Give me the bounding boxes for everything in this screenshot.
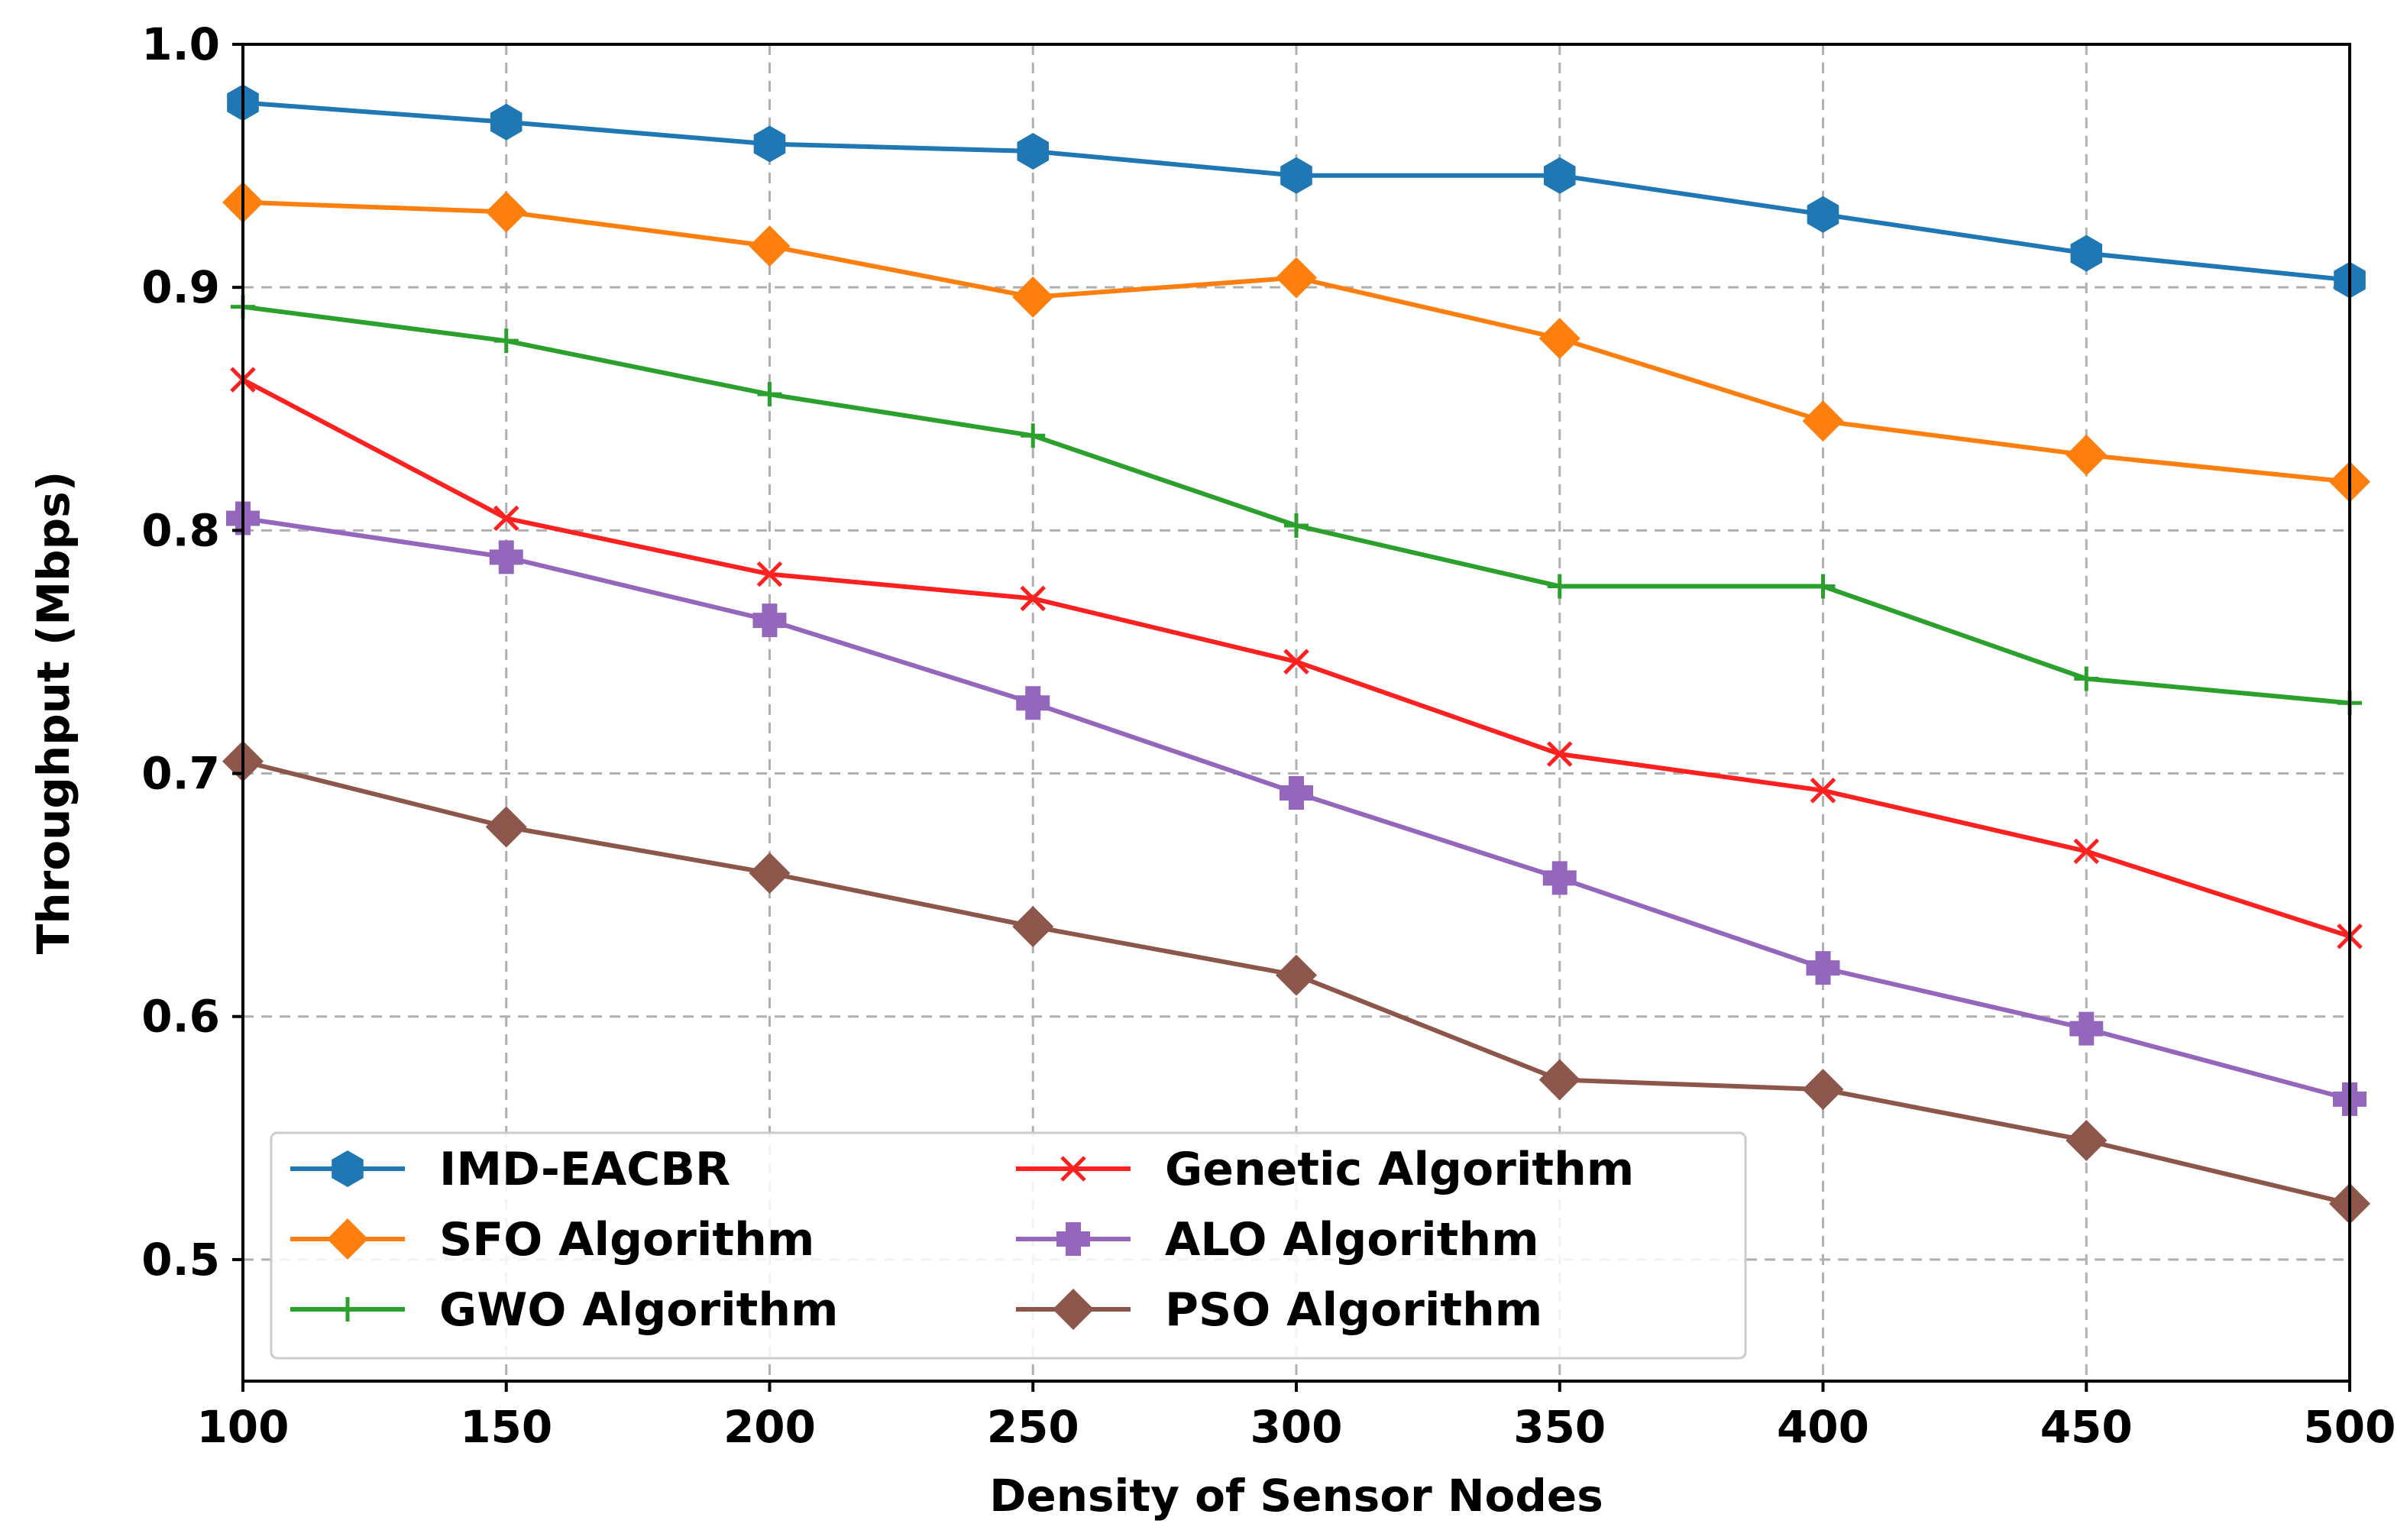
legend-label: IMD-EACBR xyxy=(439,1143,730,1196)
x-tick-label: 500 xyxy=(2303,1401,2396,1453)
y-axis-title: Throughput (Mbps) xyxy=(27,471,79,954)
x-tick-label: 250 xyxy=(987,1401,1079,1453)
data-point-series-5 xyxy=(1542,861,1577,895)
data-point-series-2 xyxy=(1802,400,1844,442)
legend-box xyxy=(270,1131,1747,1360)
data-point-series-1 xyxy=(2070,235,2102,272)
data-point-series-5 xyxy=(489,540,523,574)
y-axis-ticks: 0.5 0.6 0.7 0.8 0.9 1.0 xyxy=(141,18,243,1286)
data-point-series-1 xyxy=(1017,133,1049,170)
data-point-series-4 xyxy=(756,561,783,587)
data-point-series-5 xyxy=(752,603,787,638)
data-point-series-2 xyxy=(1276,257,1317,299)
legend-label: ALO Algorithm xyxy=(1165,1213,1539,1267)
data-point-series-4 xyxy=(493,505,519,532)
legend-marker xyxy=(1056,1222,1090,1256)
data-point-series-4 xyxy=(2073,838,2100,865)
x-tick-label: 150 xyxy=(460,1401,552,1453)
data-point-series-1 xyxy=(1807,196,1839,233)
data-point-series-1 xyxy=(1544,157,1576,194)
data-point-series-4 xyxy=(1020,585,1047,612)
data-point-series-2 xyxy=(485,191,527,233)
x-tick-label: 350 xyxy=(1513,1401,1606,1453)
data-point-series-2 xyxy=(2066,434,2108,476)
y-tick-label: 0.6 xyxy=(141,991,220,1043)
x-tick-label: 300 xyxy=(1250,1401,1342,1453)
data-point-series-6 xyxy=(1538,1059,1580,1101)
data-point-series-3 xyxy=(757,382,782,407)
data-point-series-3 xyxy=(1284,513,1309,538)
y-tick-label: 0.7 xyxy=(141,748,220,800)
data-point-series-2 xyxy=(1538,318,1580,359)
legend-label: Genetic Algorithm xyxy=(1165,1143,1634,1196)
data-point-series-3 xyxy=(1021,423,1046,448)
data-point-series-6 xyxy=(2066,1120,2108,1161)
legend-marker xyxy=(327,1218,368,1260)
y-tick-label: 1.0 xyxy=(141,18,220,70)
data-point-series-2 xyxy=(1012,276,1054,318)
data-point-series-4 xyxy=(1283,649,1309,675)
legend-label: SFO Algorithm xyxy=(439,1213,814,1267)
data-point-series-1 xyxy=(1280,157,1312,194)
x-tick-label: 450 xyxy=(2040,1401,2133,1453)
y-tick-label: 0.9 xyxy=(141,261,220,313)
data-point-series-3 xyxy=(1547,574,1572,599)
data-point-series-6 xyxy=(749,852,791,894)
x-tick-label: 100 xyxy=(196,1401,289,1453)
data-point-series-4 xyxy=(1546,741,1573,767)
data-point-series-3 xyxy=(2074,666,2099,691)
data-point-series-3 xyxy=(493,328,519,354)
x-tick-label: 200 xyxy=(723,1401,816,1453)
legend-marker xyxy=(332,1150,364,1187)
legend-label: PSO Algorithm xyxy=(1165,1283,1542,1337)
data-point-series-2 xyxy=(749,225,791,267)
legend-marker xyxy=(335,1297,360,1322)
data-point-series-1 xyxy=(490,103,522,141)
x-axis-title: Density of Sensor Nodes xyxy=(989,1470,1603,1522)
data-point-series-6 xyxy=(1802,1069,1844,1111)
data-point-series-5 xyxy=(2069,1011,2104,1046)
data-point-series-4 xyxy=(1810,778,1836,804)
x-tick-label: 400 xyxy=(1777,1401,1869,1453)
data-point-series-5 xyxy=(1016,686,1050,720)
data-point-series-3 xyxy=(1810,574,1836,599)
legend: IMD-EACBR SFO Algorithm GWO Algorithm Genet… xyxy=(270,1131,1747,1360)
data-point-series-6 xyxy=(1012,906,1054,947)
data-point-series-6 xyxy=(1276,954,1317,996)
data-point-series-5 xyxy=(1806,951,1840,985)
legend-marker xyxy=(1053,1289,1094,1330)
data-point-series-6 xyxy=(485,806,527,848)
x-axis-ticks: 100 150 200 250 300 350 400 450 500 xyxy=(196,1381,2396,1453)
y-tick-label: 0.8 xyxy=(141,504,220,556)
legend-label: GWO Algorithm xyxy=(439,1283,839,1337)
y-tick-label: 0.5 xyxy=(141,1234,220,1286)
data-point-series-5 xyxy=(1280,776,1313,810)
data-point-series-1 xyxy=(753,125,786,163)
legend-marker xyxy=(1060,1156,1086,1182)
